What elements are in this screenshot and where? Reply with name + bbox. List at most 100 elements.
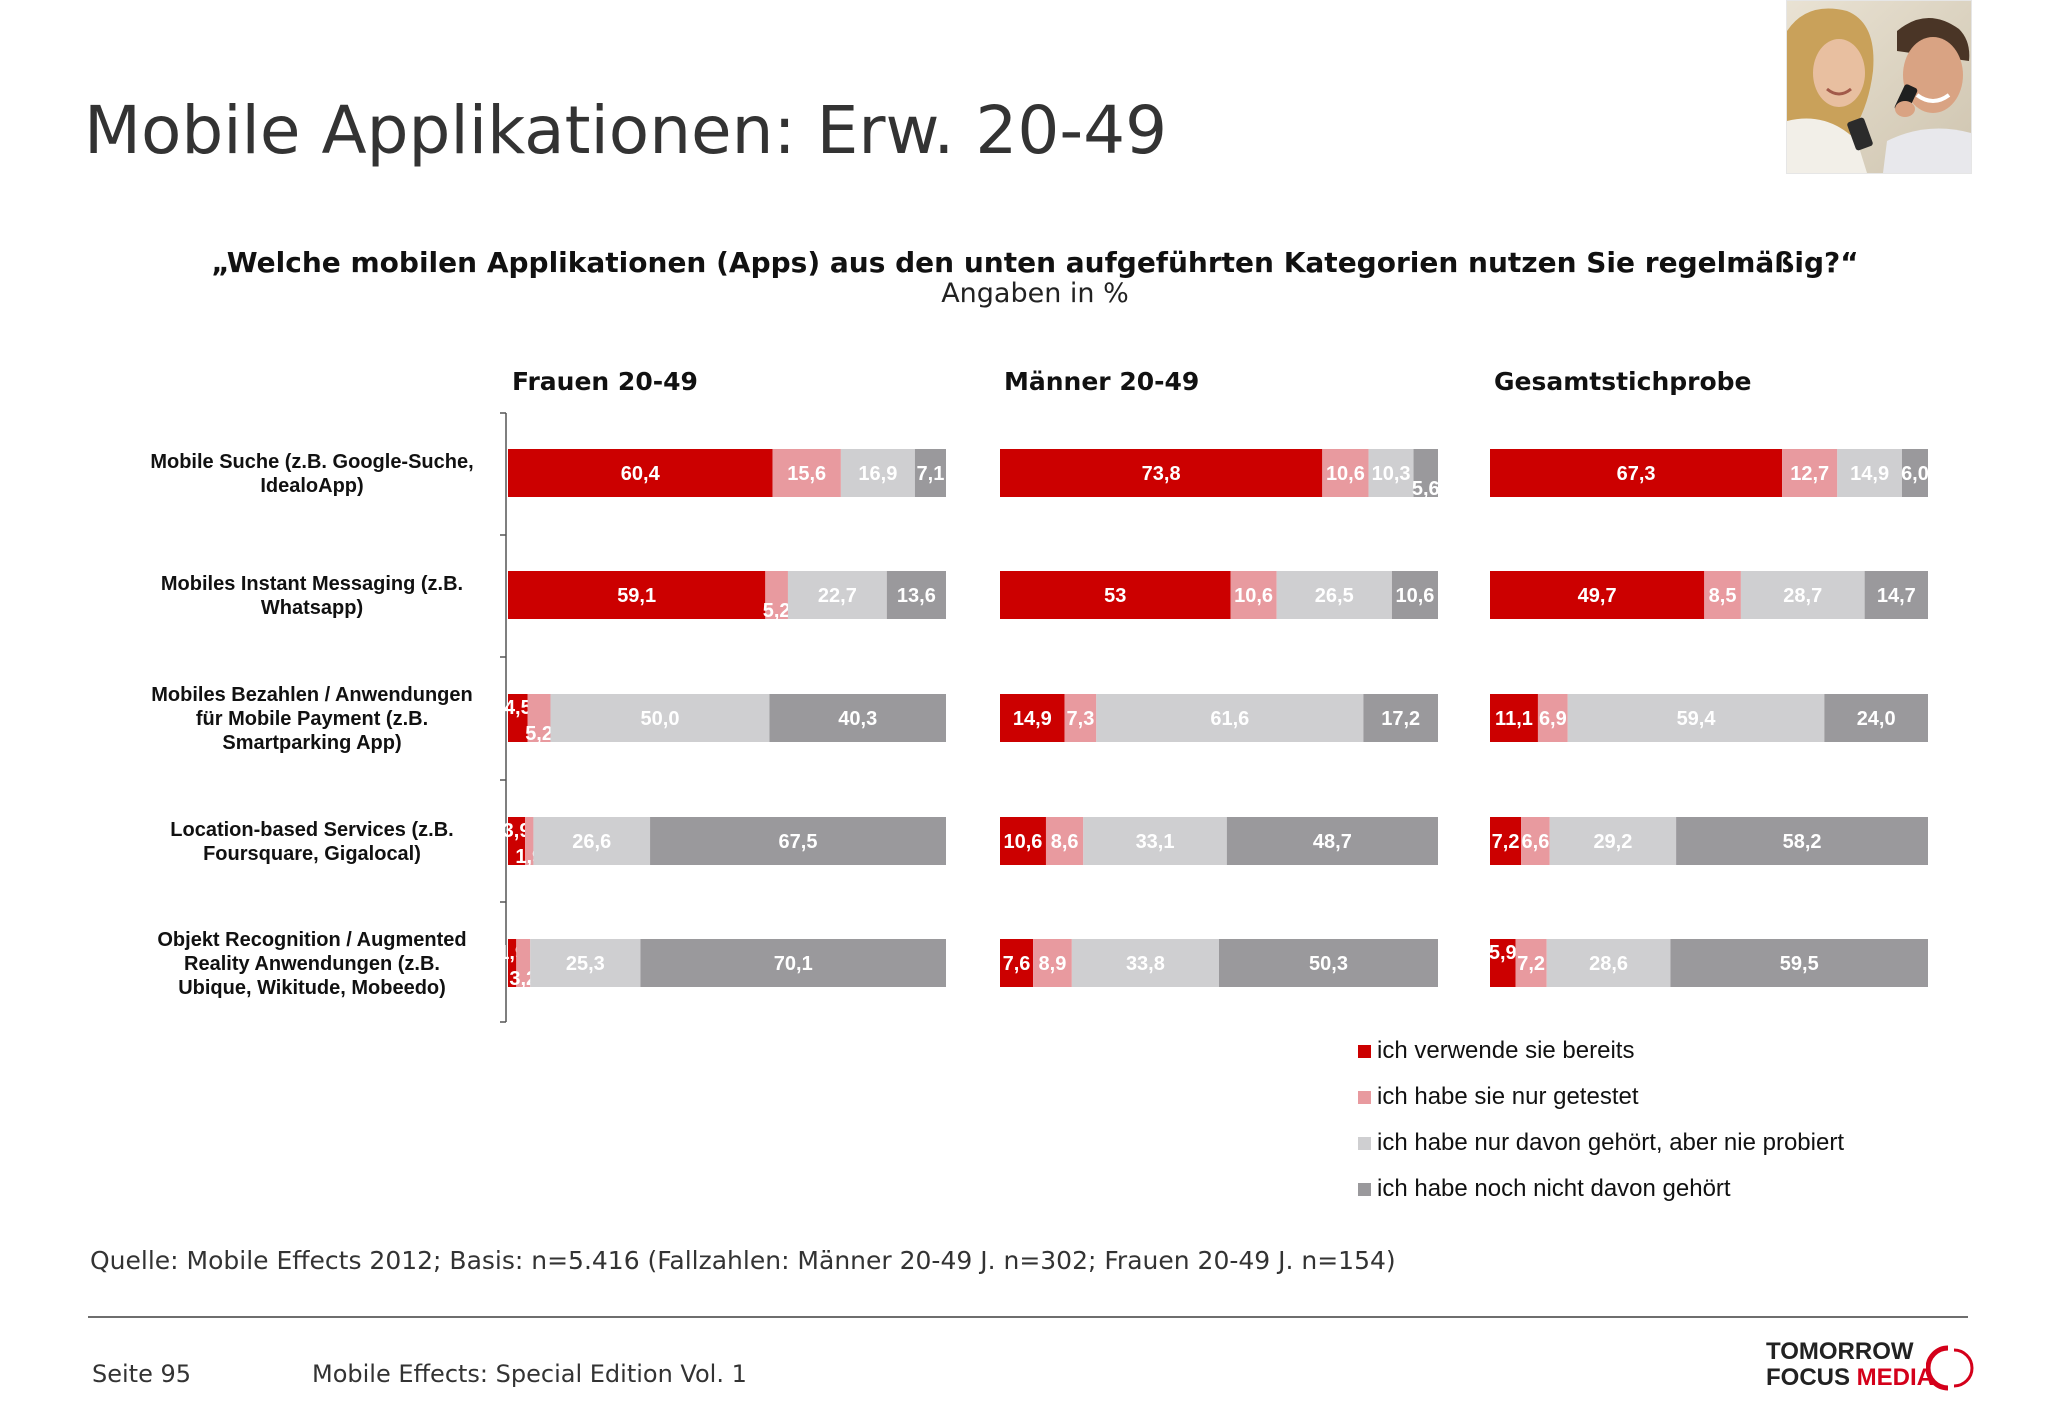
bar-segment	[1549, 817, 1677, 865]
bar-segment	[769, 694, 946, 742]
bar-segment	[1368, 449, 1414, 497]
publication-title: Mobile Effects: Special Edition Vol. 1	[312, 1360, 747, 1388]
bar-value-label: 12,7	[1790, 463, 1829, 485]
bar-segment	[886, 571, 946, 619]
bar-value-label: 11,1	[1495, 708, 1533, 730]
group-title: Gesamtstichprobe	[1494, 367, 1752, 396]
bar-value-label: 10,6	[1004, 831, 1043, 853]
bar-value-label: 26,5	[1315, 585, 1354, 607]
bar-value-label: 6,0	[1901, 463, 1929, 485]
bar-value-label: 22,7	[818, 585, 857, 607]
bar-value-label: 28,7	[1783, 585, 1822, 607]
bar-value-label: 6,9	[1539, 708, 1567, 730]
category-label: Mobiles Bezahlen / Anwendungen	[151, 684, 473, 706]
logo-text-focus-media: FOCUS MEDIA	[1766, 1364, 1934, 1392]
bar-segment	[508, 571, 766, 619]
bar-segment	[508, 449, 773, 497]
bar-segment	[1490, 571, 1705, 619]
legend-label-heard: ich habe nur davon gehört, aber nie prob…	[1377, 1129, 1844, 1156]
bar-value-label: 7,2	[1517, 953, 1545, 975]
page-title: Mobile Applikationen: Erw. 20-49	[84, 92, 1168, 169]
bar-value-label: 10,6	[1234, 585, 1273, 607]
bar-segment	[508, 817, 526, 865]
legend-label-used: ich verwende sie bereits	[1377, 1037, 1635, 1064]
bar-segment	[1546, 939, 1671, 987]
legend-item-tested: ich habe sie nur getestet	[1358, 1074, 1844, 1120]
bar-segment	[1521, 817, 1550, 865]
bar-segment	[508, 694, 528, 742]
bar-segment	[1219, 939, 1438, 987]
bar-value-label: 73,8	[1142, 463, 1181, 485]
bar-value-label: 67,5	[779, 831, 818, 853]
bar-segment	[1740, 571, 1865, 619]
bar-segment	[1490, 449, 1783, 497]
group-title: Frauen 20-49	[512, 367, 698, 396]
bar-segment	[1864, 571, 1928, 619]
bar-segment	[1083, 817, 1227, 865]
bar-value-label: 10,3	[1372, 463, 1411, 485]
bar-segment	[1033, 939, 1072, 987]
bar-segment	[1490, 939, 1516, 987]
legend-swatch-used	[1358, 1044, 1371, 1058]
bar-segment	[1000, 817, 1046, 865]
bar-segment	[1045, 817, 1084, 865]
bar-segment	[1413, 449, 1438, 497]
bar-value-label: 50,3	[1309, 953, 1348, 975]
category-label: IdealoApp)	[260, 475, 363, 497]
bar-segment	[1276, 571, 1392, 619]
bar-segment	[508, 939, 517, 987]
bar-segment	[527, 694, 551, 742]
legend-label-not-heard: ich habe noch nicht davon gehört	[1377, 1175, 1731, 1202]
bar-value-label: 49,7	[1578, 585, 1617, 607]
legend-swatch-not-heard	[1358, 1182, 1371, 1196]
logo-text-tomorrow: TOMORROW	[1766, 1338, 1914, 1365]
bar-segment	[1704, 571, 1741, 619]
bar-segment	[650, 817, 946, 865]
couple-with-phones-photo	[1786, 0, 1972, 174]
bar-segment	[1064, 694, 1097, 742]
category-label: Ubique, Wikitude, Mobeedo)	[178, 977, 446, 999]
bar-segment	[1000, 694, 1065, 742]
category-label: Reality Anwendungen (z.B.	[184, 953, 440, 975]
bar-value-label: 17,2	[1381, 708, 1420, 730]
bar-segment	[525, 817, 534, 865]
category-label: Mobiles Instant Messaging (z.B.	[161, 573, 463, 595]
category-label: Location-based Services (z.B.	[170, 819, 453, 841]
bar-value-label: 28,6	[1589, 953, 1628, 975]
bar-value-label: 5,2	[525, 723, 553, 745]
bar-value-label: 7,6	[1003, 953, 1031, 975]
category-label: Objekt Recognition / Augmented	[157, 929, 466, 951]
bar-segment	[1490, 817, 1522, 865]
bar-value-label: 5,9	[1489, 942, 1517, 964]
bar-value-label: 7,3	[1067, 708, 1095, 730]
bar-segment	[1537, 694, 1568, 742]
bar-value-label: 58,2	[1783, 831, 1822, 853]
bar-segment	[1670, 939, 1928, 987]
bar-value-label: 14,7	[1877, 585, 1916, 607]
bar-segment	[1567, 694, 1825, 742]
legend-label-tested: ich habe sie nur getestet	[1377, 1083, 1639, 1110]
category-label: Mobile Suche (z.B. Google-Suche,	[150, 451, 473, 473]
bar-segment	[840, 449, 915, 497]
bar-value-label: 6,6	[1522, 831, 1550, 853]
legend-item-heard: ich habe nur davon gehört, aber nie prob…	[1358, 1120, 1844, 1166]
bar-value-label: 70,1	[774, 953, 813, 975]
bar-segment	[1096, 694, 1364, 742]
bar-value-label: 67,3	[1617, 463, 1656, 485]
stacked-bar-chart: Mobile Suche (z.B. Google-Suche,IdealoAp…	[150, 367, 1929, 1023]
bar-segment	[914, 449, 946, 497]
bar-value-label: 5,6	[1412, 478, 1440, 500]
bar-segment	[1490, 694, 1538, 742]
legend-item-used: ich verwende sie bereits	[1358, 1028, 1844, 1074]
bar-segment	[1515, 939, 1547, 987]
category-label: Foursquare, Gigalocal)	[203, 843, 421, 865]
legend-swatch-heard	[1358, 1136, 1371, 1150]
bar-value-label: 7,2	[1492, 831, 1520, 853]
bar-value-label: 48,7	[1313, 831, 1352, 853]
page-number: Seite 95	[92, 1360, 192, 1388]
bar-segment	[1000, 449, 1323, 497]
logo-ring-icon	[1926, 1345, 1974, 1391]
bar-segment	[1824, 694, 1928, 742]
bar-value-label: 33,8	[1126, 953, 1165, 975]
bar-value-label: 14,9	[1013, 708, 1052, 730]
